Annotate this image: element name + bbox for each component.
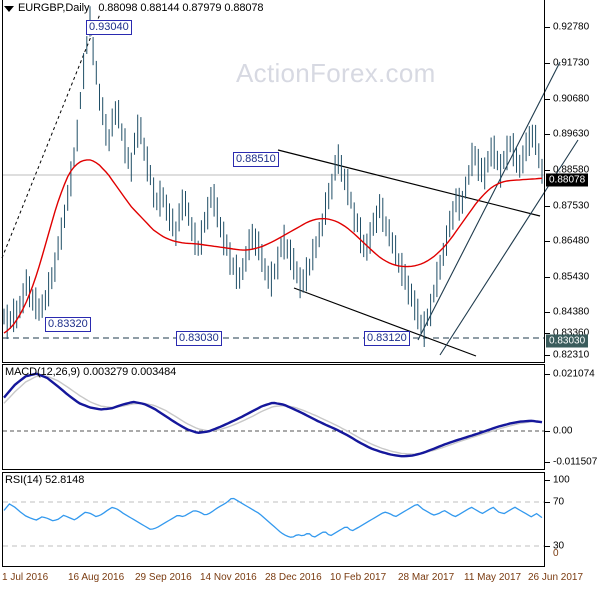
date-label-2: 29 Sep 2016 xyxy=(135,572,192,583)
price-tickmark-4 xyxy=(545,170,550,171)
date-label-5: 10 Feb 2017 xyxy=(330,572,387,583)
price-tick-3: 0.89630 xyxy=(553,128,590,140)
price-tickmark-1 xyxy=(545,63,550,64)
price-graphics xyxy=(1,6,579,357)
price-tickmark-5 xyxy=(545,206,550,207)
price-tick-10: 0.82310 xyxy=(553,349,590,361)
price-tick-8: 0.84380 xyxy=(553,306,590,318)
price-tick-0: 0.92780 xyxy=(553,21,590,33)
support-price-tag[interactable]: 0.83030 xyxy=(546,334,589,348)
date-label-6: 28 Mar 2017 xyxy=(398,572,455,583)
price-tickmark-7 xyxy=(545,277,550,278)
price-tickmark-3 xyxy=(545,134,550,135)
triangle-down-icon[interactable] xyxy=(4,6,14,12)
rsi-tick-1: 70 xyxy=(553,496,565,508)
price-panel: EURGBP,Daily 0.88098 0.88144 0.87979 0.8… xyxy=(1,0,600,363)
rsi-zero-tick: 0 xyxy=(553,548,559,559)
rsi-tick-0: 100 xyxy=(553,474,570,486)
date-label-0: 1 Jul 2016 xyxy=(2,572,49,583)
descending-channel-lower xyxy=(293,287,477,357)
price-tick-7: 0.85430 xyxy=(553,271,590,283)
date-label-1: 16 Aug 2016 xyxy=(68,572,125,583)
annotation-0-83030[interactable]: 0.83030 xyxy=(176,331,222,346)
price-tick-9: 0.83360 xyxy=(553,327,590,339)
macd-main-line xyxy=(3,372,543,458)
descending-channel-upper xyxy=(277,149,541,217)
macd-axis-line xyxy=(544,364,545,470)
rsi-axis[interactable]: 100 70 30 xyxy=(545,472,600,567)
current-price-tag[interactable]: 0.88078 xyxy=(546,173,589,187)
macd-tick-0: 0.021074 xyxy=(553,368,595,380)
price-tickmark-10 xyxy=(545,355,550,356)
annotation-0-83120[interactable]: 0.83120 xyxy=(364,331,410,346)
date-label-3: 14 Nov 2016 xyxy=(200,572,257,583)
rsi-tickmark-1 xyxy=(545,502,550,503)
price-axis[interactable]: 0.92780 0.91730 0.90680 0.89630 0.88580 0.875… xyxy=(545,0,600,363)
macd-tickmark-0 xyxy=(545,374,550,375)
date-label-8: 26 Jun 2017 xyxy=(528,572,584,583)
annotation-high-0-93040[interactable]: 0.93040 xyxy=(86,20,132,35)
price-tickmark-8 xyxy=(545,312,550,313)
price-tickmark-2 xyxy=(545,99,550,100)
price-axis-line xyxy=(544,0,545,363)
annotation-low-0-83320[interactable]: 0.83320 xyxy=(45,317,91,332)
price-tick-5: 0.87530 xyxy=(553,200,590,212)
symbol-label: EURGBP,Daily xyxy=(18,2,90,14)
price-tick-1: 0.91730 xyxy=(553,57,590,69)
rsi-tickmark-2 xyxy=(545,546,550,547)
rsi-main-line xyxy=(3,497,543,538)
date-label-7: 11 May 2017 xyxy=(464,572,522,583)
macd-legend: MACD(12,26,9) 0.003279 0.003484 xyxy=(5,366,177,378)
symbol-legend: EURGBP,Daily 0.88098 0.88144 0.87979 0.8… xyxy=(18,2,264,14)
macd-graphics xyxy=(3,372,544,458)
macd-tickmark-1 xyxy=(545,431,550,432)
ohlc-bars xyxy=(3,6,543,347)
price-tickmark-6 xyxy=(545,241,550,242)
price-tick-4: 0.88580 xyxy=(553,164,590,176)
date-axis: 1 Jul 2016 16 Aug 2016 29 Sep 2016 14 Nov 2… xyxy=(0,568,600,600)
rsi-axis-line xyxy=(544,472,545,567)
price-tickmark-0 xyxy=(545,27,550,28)
watermark: ActionForex.com xyxy=(236,58,436,88)
macd-panel: MACD(12,26,9) 0.003279 0.003484 0.021074… xyxy=(0,364,600,470)
rsi-graphics xyxy=(3,497,544,547)
macd-tickmark-2 xyxy=(545,462,550,463)
rsi-tickmark-0 xyxy=(545,480,550,481)
ohlc-values: 0.88098 0.88144 0.87979 0.88078 xyxy=(98,2,264,14)
macd-tick-1: 0.00 xyxy=(553,425,573,437)
rsi-legend: RSI(14) 52.8148 xyxy=(5,474,85,486)
price-tick-2: 0.90680 xyxy=(553,93,590,105)
macd-signal-line xyxy=(3,375,542,455)
moving-average-line xyxy=(3,159,543,334)
price-tickmark-9 xyxy=(545,333,550,334)
rsi-tick-2: 30 xyxy=(553,540,565,552)
rsi-panel: RSI(14) 52.8148 100 70 30 xyxy=(0,472,600,567)
dashed-uptrend-line xyxy=(1,13,101,259)
date-label-4: 28 Dec 2016 xyxy=(265,572,322,583)
ascending-channel-upper xyxy=(417,61,561,341)
annotation-0-88510[interactable]: 0.88510 xyxy=(233,152,279,167)
macd-tick-2: -0.011507 xyxy=(553,456,598,468)
macd-axis[interactable]: 0.021074 0.00 -0.011507 xyxy=(545,364,600,470)
price-tick-6: 0.86480 xyxy=(553,235,590,247)
